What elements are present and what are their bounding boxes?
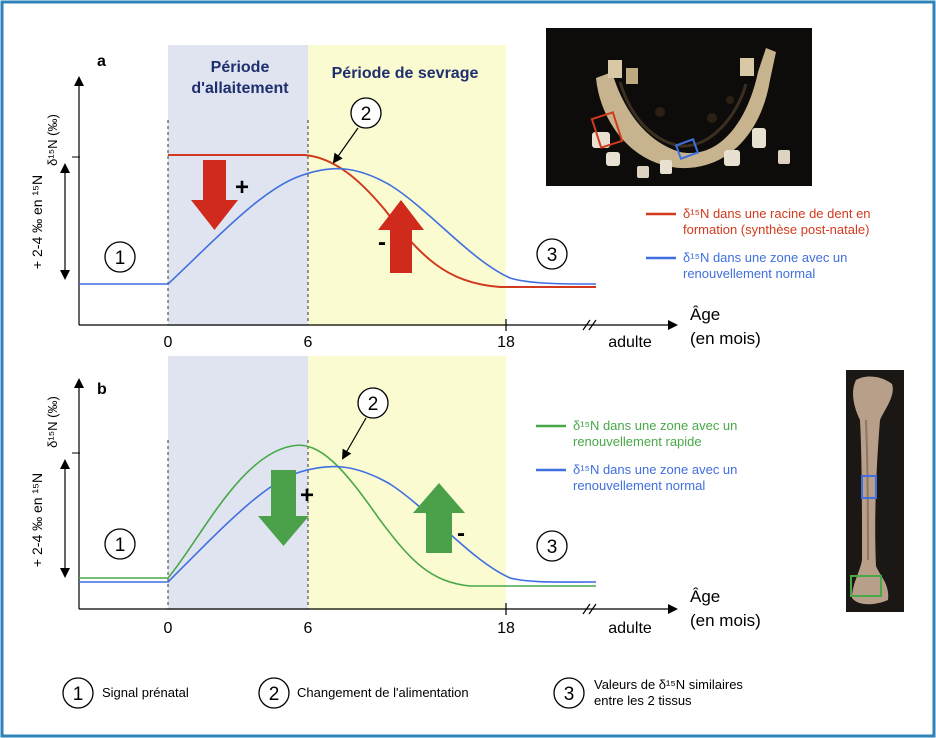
footer-marker-2 [258,677,290,709]
footer-text-2: Changement de l'alimentation [297,685,469,700]
marker-3-b-label: 3 [547,537,558,558]
down-arrow-icon [191,160,238,230]
x-axis-label: Âge [690,305,720,324]
normal-turnover-curve-b [79,465,597,583]
marker-1-b [104,528,136,560]
legend-blue-text-2: renouvellement normal [683,266,815,281]
panel-letter: a [97,53,106,70]
x-axis-label-b: Âge [690,587,720,606]
footer-legend: 1 Signal prénatal 2 Changement de l'alim… [62,677,743,709]
nursing-period-label: Période [211,59,270,76]
footer-marker-1-label: 1 [73,684,84,705]
weaning-period-band [308,45,506,326]
x-axis-label-b-2: (en mois) [690,611,761,630]
minus-sign-b: - [457,520,465,547]
tick-label-18-b: 18 [497,620,515,637]
normal-turnover-curve [79,167,597,285]
minus-sign: - [378,229,386,256]
x-axis-label-2: (en mois) [690,329,761,348]
y-axis-label: δ¹⁵N (‰) [45,114,60,166]
tick-label-0: 0 [164,334,173,351]
legend-red-text: δ¹⁵N dans une racine de dent en [683,206,871,221]
tick-label-adult-b: adulte [608,620,652,637]
legend-green-text-2: renouvellement rapide [573,434,702,449]
legend-blue-text-b: δ¹⁵N dans une zone avec un [573,462,737,477]
footer-marker-3 [553,677,585,709]
tick-label-adult: adulte [608,334,652,351]
marker-1-b-label: 1 [115,535,126,556]
marker-2-pointer [332,127,359,164]
y-axis-label-b: δ¹⁵N (‰) [45,396,60,448]
tick-label-6: 6 [304,334,313,351]
marker-1-label: 1 [115,248,126,269]
panel-letter-b: b [97,381,107,398]
panel-a: a Période d'allaitement Période de sevra… [29,28,871,351]
down-arrow-green-icon [258,470,309,546]
long-bone-photo [846,370,904,612]
y-range-label: + 2-4 ‰ en ¹⁵N [29,175,45,269]
tick-label-6-b: 6 [304,620,313,637]
weaning-period-label: Période de sevrage [332,65,479,82]
marker-2-b [357,387,389,419]
footer-marker-1 [62,677,94,709]
footer-marker-3-label: 3 [564,684,575,705]
y-range-label-b: + 2-4 ‰ en ¹⁵N [29,473,45,567]
rapid-turnover-curve [79,444,596,587]
up-arrow-icon [378,200,424,273]
panel-b: b δ¹⁵N (‰) + 2-4 ‰ en ¹⁵N 0 6 18 adulte … [29,356,904,637]
plus-sign-b: + [300,482,314,509]
marker-3-b [536,530,568,562]
marker-2-b-pointer [342,417,367,460]
footer-text-3: Valeurs de δ¹⁵N similaires [594,677,743,692]
nursing-period-band [168,45,308,326]
marker-3 [536,238,568,270]
marker-1 [104,241,136,273]
axis-break-b-2 [588,603,597,615]
up-arrow-green-icon [413,483,465,553]
legend-red-text-2: formation (synthèse post-natale) [683,222,869,237]
footer-text-1: Signal prénatal [102,685,189,700]
tick-label-18: 18 [497,334,515,351]
legend-green-text: δ¹⁵N dans une zone avec un [573,418,737,433]
plus-sign: + [235,174,249,201]
axis-break [582,319,591,331]
axis-break-2 [588,319,597,331]
marker-2-label: 2 [361,104,372,125]
weaning-period-band-b [308,356,506,610]
footer-marker-2-label: 2 [269,684,280,705]
footer-text-3-line2: entre les 2 tissus [594,693,692,708]
tick-label-0-b: 0 [164,620,173,637]
tooth-root-curve [168,154,596,288]
legend-blue-text-b-2: renouvellement normal [573,478,705,493]
axis-break-b [582,603,591,615]
mandible-photo [546,28,812,186]
nursing-period-label-2: d'allaitement [191,80,289,97]
marker-2 [350,97,382,129]
marker-3-label: 3 [547,245,558,266]
legend-blue-text: δ¹⁵N dans une zone avec un [683,250,847,265]
marker-2-b-label: 2 [368,394,379,415]
